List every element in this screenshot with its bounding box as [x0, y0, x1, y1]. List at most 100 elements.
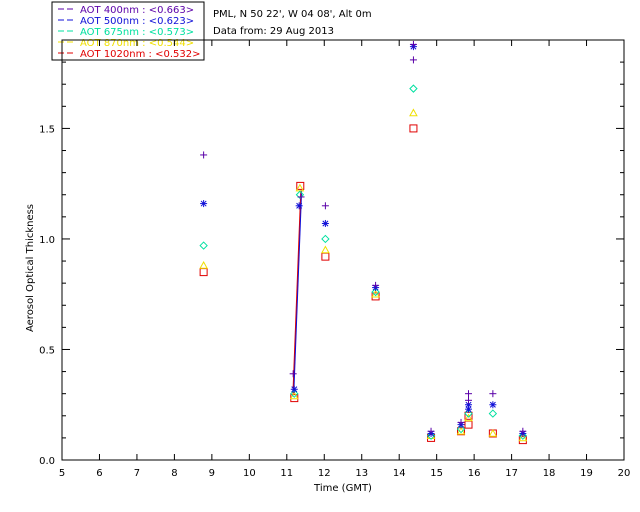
data-point [465, 390, 473, 398]
square-marker [518, 436, 527, 445]
burst-line-500 [293, 190, 303, 394]
legend-entry: AOT 1020nm : <0.532> [58, 49, 200, 60]
square-marker [464, 420, 473, 429]
y-tick-label: 1.5 [39, 124, 55, 135]
data-point [465, 405, 473, 413]
x-tick-label: 9 [209, 468, 215, 479]
data-point [295, 202, 303, 210]
triangle-marker [464, 413, 473, 422]
data-point [321, 202, 329, 210]
diamond-marker [488, 409, 498, 418]
plus-marker [489, 390, 497, 398]
legend-label: AOT 400nm : <0.663> [80, 5, 194, 16]
legend-entry: AOT 400nm : <0.663> [58, 5, 194, 16]
date-text: Data from: 29 Aug 2013 [213, 26, 334, 37]
diamond-marker [199, 241, 208, 250]
x-tick-label: 11 [280, 468, 293, 479]
asterisk-marker [290, 385, 298, 393]
legend-label: AOT 675nm : <0.573> [80, 27, 194, 38]
location-text: PML, N 50 22', W 04 08', Alt 0m [213, 9, 372, 20]
data-point [199, 260, 208, 269]
diamond-marker [295, 190, 305, 199]
plus-marker [321, 202, 329, 210]
ast-d2 [291, 386, 298, 393]
data-point [199, 241, 208, 250]
data-point [409, 84, 418, 93]
data-point [200, 200, 208, 208]
data-point [456, 424, 466, 434]
legend-entry: AOT 500nm : <0.623> [58, 16, 194, 27]
y-axis-label: Aerosol Optical Thickness [25, 204, 36, 332]
data-point [295, 190, 305, 199]
data-point [489, 390, 497, 398]
diamond-marker [321, 234, 330, 244]
data-point [372, 281, 380, 289]
data-point [321, 234, 330, 244]
plot-frame [61, 39, 625, 461]
data-point [518, 431, 528, 440]
ast-d2 [296, 202, 303, 209]
plus-marker [200, 151, 208, 159]
ast-d2 [322, 220, 329, 227]
data-point [409, 108, 418, 117]
data-point [465, 396, 473, 404]
asterisk-marker [321, 219, 329, 227]
ast-d2 [465, 401, 472, 408]
asterisk-marker [200, 200, 208, 208]
triangle-marker [321, 245, 330, 254]
x-tick-label: 13 [355, 468, 368, 479]
diamond-marker [371, 287, 380, 297]
y-tick-label: 0.0 [39, 456, 55, 467]
data-point [426, 431, 436, 440]
data-point [290, 394, 299, 403]
x-tick-label: 18 [543, 468, 556, 479]
series-plus [200, 40, 527, 435]
x-tick-label: 6 [96, 468, 102, 479]
square-marker [290, 394, 299, 403]
series-square [199, 124, 527, 445]
plus-marker [372, 281, 380, 289]
plus-marker [409, 40, 417, 48]
x-tick-label: 14 [393, 468, 406, 479]
square-marker [296, 181, 305, 190]
legend-label: AOT 1020nm : <0.532> [80, 49, 200, 60]
data-point [464, 413, 473, 422]
square-marker [199, 268, 208, 277]
data-point [518, 436, 527, 445]
x-tick-label: 10 [243, 468, 256, 479]
asterisk-marker [465, 405, 473, 413]
data-point [409, 56, 417, 64]
y-tick-label: 0.5 [39, 345, 55, 356]
asterisk-marker [489, 401, 497, 409]
plus-marker [409, 56, 417, 64]
data-point [409, 124, 418, 133]
triangle-marker [295, 183, 305, 192]
data-point [321, 252, 330, 261]
data-point [488, 428, 498, 437]
data-point [296, 181, 305, 190]
diamond-marker [290, 389, 299, 398]
square-marker [371, 292, 380, 301]
x-tick-label: 20 [618, 468, 631, 479]
plus-marker [297, 193, 305, 201]
series-asterisk [200, 43, 527, 437]
series-triangle [199, 108, 528, 442]
legend-box [51, 1, 205, 61]
data-point [200, 151, 208, 159]
data-point [321, 245, 330, 254]
data-point [321, 219, 329, 227]
data-point [290, 389, 299, 398]
plus-marker [289, 370, 297, 378]
legend: AOT 400nm : <0.663>AOT 500nm : <0.623>AO… [51, 1, 205, 61]
triangle-marker [199, 260, 208, 269]
square-marker [409, 124, 418, 133]
ast-d2 [489, 401, 496, 408]
diamond-marker [464, 409, 473, 418]
x-tick-label: 15 [430, 468, 443, 479]
x-axis-label: Time (GMT) [313, 483, 372, 494]
data-point [519, 427, 527, 435]
data-point [489, 401, 497, 409]
data-point [289, 370, 297, 378]
legend-label: AOT 500nm : <0.623> [80, 16, 194, 27]
